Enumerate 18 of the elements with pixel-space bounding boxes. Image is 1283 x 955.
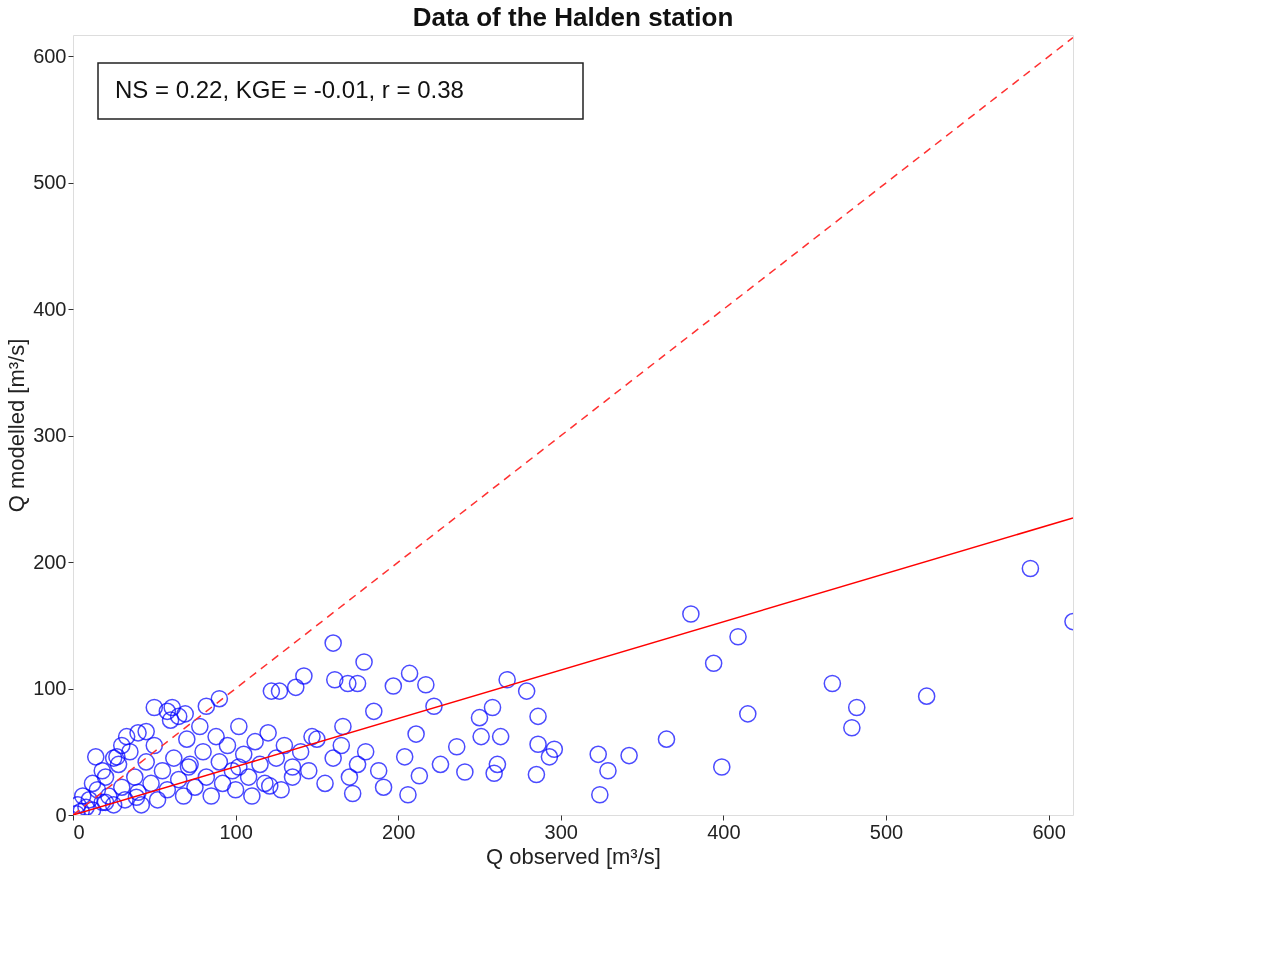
x-tick-label: 500	[869, 820, 904, 843]
x-tick-label: 100	[219, 820, 253, 843]
y-tick-label: 300	[33, 424, 67, 447]
annotation: NS = 0.22, KGE = -0.01, r = 0.38	[115, 76, 464, 103]
y-tick-label: 200	[33, 550, 67, 573]
x-tick-label: 200	[382, 820, 416, 843]
y-tick-label: 500	[33, 171, 67, 194]
x-tick-label: 400	[707, 820, 741, 843]
y-axis-title: Q modelled [m³/s]	[4, 338, 30, 513]
x-tick-label: 300	[544, 820, 578, 843]
x-tick-label: 0	[73, 820, 85, 843]
y-tick-label: 100	[33, 677, 67, 700]
x-tick-label: 600	[1032, 820, 1066, 843]
y-tick-label: 400	[33, 297, 67, 320]
y-tick-label: 0	[55, 803, 67, 826]
x-axis-title: Q observed [m³/s]	[486, 843, 661, 869]
chart-title: Data of the Halden station	[412, 2, 734, 32]
y-tick-label: 600	[33, 44, 67, 67]
